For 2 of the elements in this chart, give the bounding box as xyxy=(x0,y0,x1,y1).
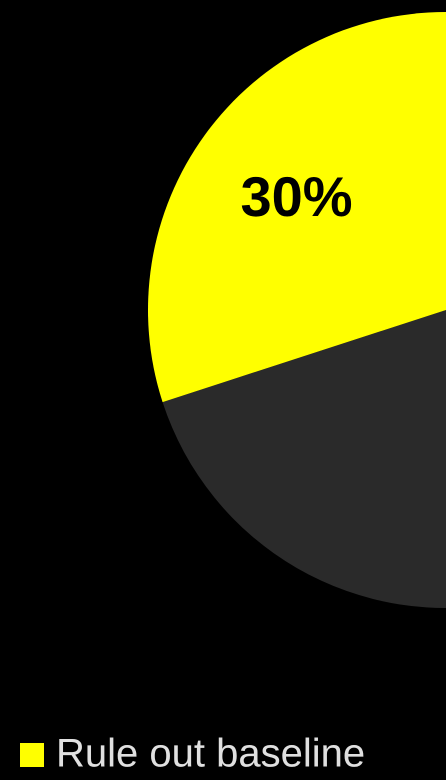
legend-label: Rule out baseline xyxy=(56,732,366,776)
data-label: 30% xyxy=(240,165,353,228)
